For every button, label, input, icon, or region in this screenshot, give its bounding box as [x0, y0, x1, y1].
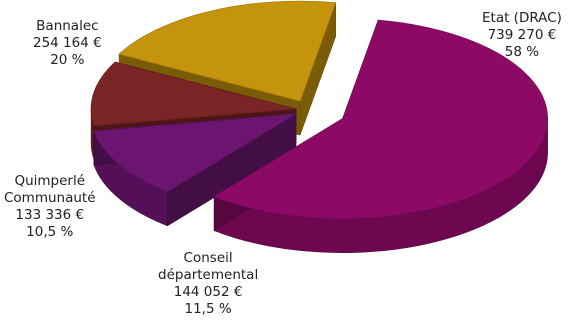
slice-value-conseil: 144 052 €: [173, 284, 243, 300]
slice-top-quimperl: [90, 61, 297, 127]
slice-percent-quimperle: 10,5 %: [26, 224, 74, 240]
slice-name-bannalec: Bannalec: [36, 18, 99, 34]
slice-name-conseil-line2: départemental: [158, 267, 259, 283]
slice-percent-bannalec: 20 %: [50, 52, 85, 68]
slice-name-quimperle-line1: Quimperlé: [14, 173, 86, 189]
slice-name-etat: Etat (DRAC): [482, 10, 562, 26]
slice-name-conseil-line1: Conseil: [183, 250, 233, 266]
slice-label-conseil: Conseil départemental 144 052 € 11,5 %: [158, 250, 258, 318]
slice-label-bannalec: Bannalec 254 164 € 20 %: [33, 18, 102, 69]
slice-value-quimperle: 133 336 €: [15, 207, 85, 223]
slice-percent-etat: 58 %: [504, 44, 540, 60]
slice-top-conseil: [93, 113, 297, 193]
slice-label-etat: Etat (DRAC) 739 270 € 58 %: [482, 10, 562, 61]
slice-value-etat: 739 270 €: [487, 27, 557, 43]
slice-value-bannalec: 254 164 €: [33, 35, 102, 51]
slice-label-quimperle: Quimperlé Communauté 133 336 € 10,5 %: [4, 173, 96, 241]
slice-percent-conseil: 11,5 %: [184, 301, 232, 317]
pie-slices: [90, 0, 548, 253]
slice-name-quimperle-line2: Communauté: [4, 190, 96, 206]
slice-top-etat: [213, 19, 548, 220]
slice-top-bannalec: [118, 0, 337, 102]
